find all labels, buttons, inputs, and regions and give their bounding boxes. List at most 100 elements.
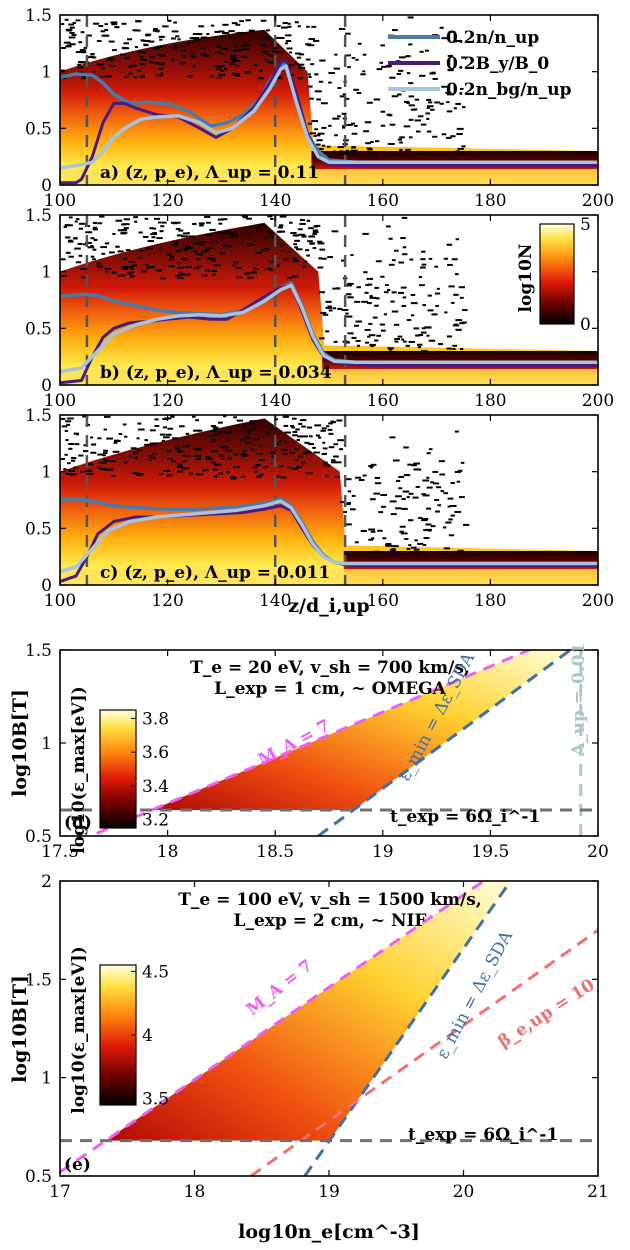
speckle <box>68 239 73 242</box>
speckle <box>379 61 383 64</box>
speckle <box>93 238 98 241</box>
speckle <box>347 296 354 299</box>
speckle <box>362 232 369 235</box>
speckle <box>162 25 169 28</box>
speckle <box>341 259 345 262</box>
speckle <box>291 417 297 420</box>
speckle <box>308 435 313 438</box>
speckle <box>306 426 312 429</box>
speckle <box>285 39 292 42</box>
speckle <box>300 419 307 422</box>
speckle <box>428 257 433 260</box>
speckle <box>78 254 83 257</box>
speckle <box>342 126 346 129</box>
speckle <box>205 457 213 460</box>
speckle <box>134 220 138 223</box>
speckle <box>87 56 93 59</box>
speckle <box>421 327 426 330</box>
y-tick-label: 2 <box>41 872 52 892</box>
speckle <box>450 482 455 485</box>
speckle <box>264 432 271 435</box>
speckle <box>218 73 226 76</box>
speckle <box>394 340 399 343</box>
speckle <box>90 255 95 258</box>
speckle <box>446 335 452 338</box>
speckle <box>397 138 402 141</box>
speckle <box>83 444 88 447</box>
speckle <box>355 58 359 61</box>
panel-label-e: (e) <box>64 1155 91 1175</box>
y-tick-label: 0.5 <box>25 319 52 339</box>
speckle <box>195 473 203 476</box>
speckle <box>176 465 183 468</box>
speckle <box>346 315 353 318</box>
x-tick-label: 160 <box>367 191 399 211</box>
speckle <box>161 439 166 442</box>
speckle <box>73 237 78 240</box>
panel-label-b: b) (z, p_e), Λ_up = 0.034 <box>100 363 332 383</box>
speckle <box>148 266 155 269</box>
speckle <box>149 227 154 230</box>
speckle <box>296 56 302 59</box>
speckle <box>311 25 317 28</box>
speckle <box>305 451 312 454</box>
speckle <box>396 73 402 76</box>
speckle <box>428 130 432 133</box>
speckle <box>456 133 463 136</box>
speckle <box>459 296 464 299</box>
speckle <box>99 468 107 471</box>
speckle <box>399 530 405 533</box>
speckle <box>410 302 418 305</box>
speckle <box>233 453 238 456</box>
speckle <box>85 231 93 234</box>
speckle <box>362 53 367 56</box>
speckle <box>432 77 438 80</box>
speckle <box>452 344 458 347</box>
x-tick-label: 18 <box>184 1182 206 1202</box>
speckle <box>338 28 346 31</box>
speckle <box>418 516 423 519</box>
speckle <box>101 252 106 255</box>
speckle <box>432 470 439 473</box>
speckle <box>188 235 196 238</box>
speckle <box>127 38 133 41</box>
speckle <box>109 64 115 67</box>
plot-frame-c <box>59 414 599 586</box>
speckle <box>230 58 237 61</box>
speckle <box>403 446 409 449</box>
speckle <box>354 324 359 327</box>
speckle <box>421 493 426 496</box>
speckle <box>252 267 256 270</box>
speckle <box>330 459 336 462</box>
speckle <box>309 132 317 135</box>
speckle <box>406 548 411 551</box>
speckle <box>127 272 132 275</box>
plot-frame-e <box>59 880 599 1177</box>
speckle <box>355 476 362 479</box>
speckle <box>221 218 228 221</box>
y-tick-label: 0 <box>41 176 52 196</box>
speckle <box>418 150 425 153</box>
speckle <box>394 338 400 341</box>
speckle <box>288 51 293 54</box>
speckle <box>220 69 225 72</box>
speckle <box>196 429 203 432</box>
speckle <box>314 73 319 76</box>
speckle <box>383 313 388 316</box>
speckle <box>287 250 291 253</box>
speckle <box>434 265 439 268</box>
speckle <box>387 347 394 350</box>
speckle <box>218 472 223 475</box>
speckle <box>265 52 270 55</box>
label-texp-e: t_exp = 6Ω_i^-1 <box>408 1125 558 1145</box>
speckle <box>375 260 382 263</box>
speckle <box>184 273 191 276</box>
speckle <box>351 132 358 135</box>
speckle <box>408 492 414 495</box>
speckle <box>391 95 399 98</box>
speckle <box>92 228 98 231</box>
speckle <box>425 112 431 115</box>
speckle <box>448 534 455 537</box>
speckle <box>249 420 257 423</box>
speckle <box>96 63 104 66</box>
